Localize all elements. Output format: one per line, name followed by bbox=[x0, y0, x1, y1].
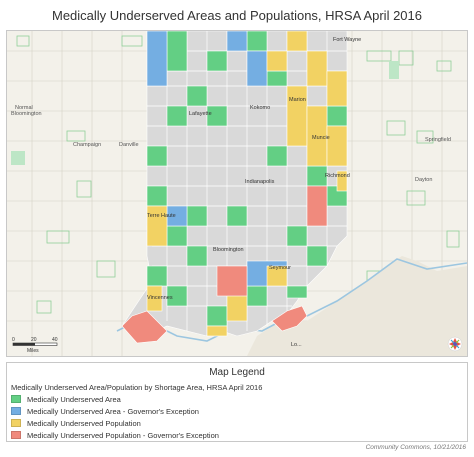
scale-tick-40: 40 bbox=[52, 337, 58, 343]
scale-bar: 0 20 40 Miles bbox=[12, 337, 58, 354]
legend-item-mup-governor[interactable]: Medically Underserved Population - Gover… bbox=[11, 430, 219, 440]
mua-regions[interactable] bbox=[146, 31, 348, 327]
legend-title: Map Legend bbox=[209, 367, 265, 378]
scale-unit: Miles bbox=[27, 348, 39, 354]
city-kokomo: Kokomo bbox=[250, 105, 270, 111]
map-canvas[interactable]: Fort Wayne Lafayette Kokomo Marion Munci… bbox=[7, 31, 467, 356]
legend-label-mup: Medically Underserved Population bbox=[27, 418, 141, 428]
city-louisville: Lo... bbox=[291, 342, 302, 348]
city-richmond: Richmond bbox=[325, 173, 350, 179]
scale-tick-20: 20 bbox=[31, 337, 37, 343]
label-normal-bloomington: Normal Bloomington bbox=[11, 105, 42, 117]
legend-swatch-mup bbox=[11, 419, 21, 427]
label-normal: Normal bbox=[15, 105, 33, 111]
city-vincennes: Vincennes bbox=[147, 295, 173, 301]
legend-item-mup[interactable]: Medically Underserved Population bbox=[11, 418, 141, 428]
city-muncie: Muncie bbox=[312, 135, 330, 141]
legend-subtitle: Medically Underserved Area/Population by… bbox=[11, 383, 263, 392]
city-marion: Marion bbox=[289, 97, 306, 103]
legend-item-mua-governor[interactable]: Medically Underserved Area - Governor's … bbox=[11, 406, 199, 416]
city-seymour: Seymour bbox=[269, 265, 291, 271]
map-legend: Map Legend Medically Underserved Area/Po… bbox=[6, 362, 468, 442]
city-labels: Fort Wayne Lafayette Kokomo Marion Munci… bbox=[147, 37, 361, 348]
mua-governor-regions[interactable] bbox=[146, 31, 288, 287]
neighbor-labels: Normal Bloomington Champaign Danville Sp… bbox=[11, 105, 451, 183]
neighbor-mua-fills bbox=[11, 61, 399, 165]
legend-swatch-mup-governor bbox=[11, 431, 21, 439]
legend-item-mua[interactable]: Medically Underserved Area bbox=[11, 394, 121, 404]
map-panel[interactable]: Fort Wayne Lafayette Kokomo Marion Munci… bbox=[6, 30, 468, 357]
mup-governor-regions[interactable] bbox=[121, 185, 328, 344]
legend-label-mua-governor: Medically Underserved Area - Governor's … bbox=[27, 406, 199, 416]
label-danville: Danville bbox=[119, 142, 139, 148]
scale-bar-fill bbox=[13, 343, 35, 346]
label-champaign: Champaign bbox=[73, 142, 101, 148]
city-bloomington: Bloomington bbox=[213, 247, 244, 253]
label-springfield: Springfield bbox=[425, 137, 451, 143]
legend-label-mup-governor: Medically Underserved Population - Gover… bbox=[27, 430, 219, 440]
city-indianapolis: Indianapolis bbox=[245, 179, 275, 185]
legend-swatch-mua-governor bbox=[11, 407, 21, 415]
mup-regions[interactable] bbox=[146, 31, 348, 337]
city-lafayette: Lafayette bbox=[189, 111, 212, 117]
legend-label-mua: Medically Underserved Area bbox=[27, 394, 121, 404]
credit-text: Community Commons, 10/21/2016 bbox=[365, 444, 466, 451]
legend-swatch-mua bbox=[11, 395, 21, 403]
kentucky-area bbox=[247, 256, 467, 356]
city-fort-wayne: Fort Wayne bbox=[333, 37, 361, 43]
label-dayton: Dayton bbox=[415, 177, 432, 183]
label-bloomington: Bloomington bbox=[11, 111, 42, 117]
city-terre-haute: Terre Haute bbox=[147, 213, 176, 219]
map-title: Medically Underserved Areas and Populati… bbox=[52, 8, 422, 23]
scale-tick-0: 0 bbox=[12, 337, 15, 343]
community-commons-logo-icon bbox=[447, 336, 463, 352]
neighbor-mua-outlines bbox=[16, 35, 460, 334]
